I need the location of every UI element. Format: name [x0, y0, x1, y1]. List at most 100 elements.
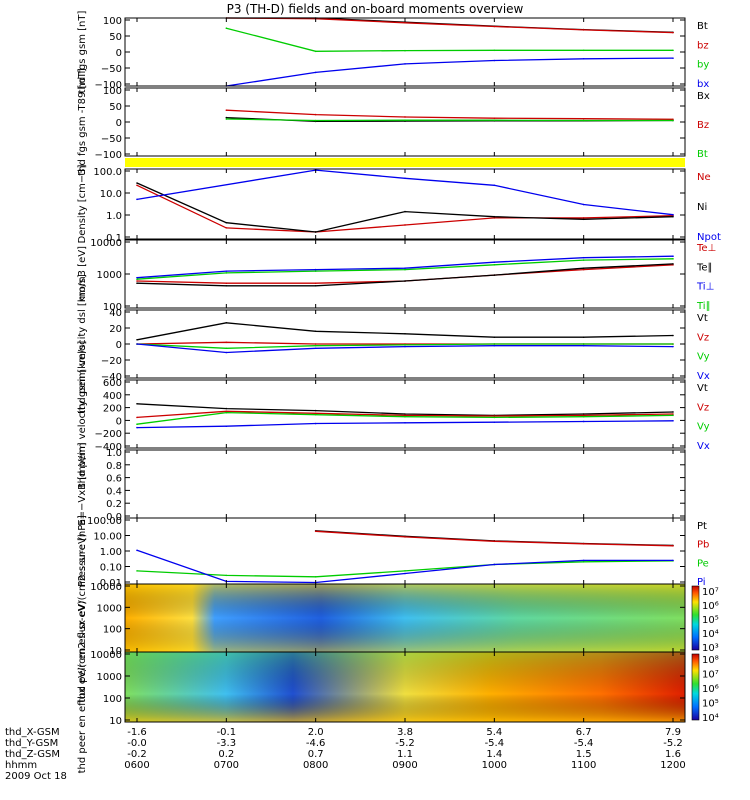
x-axis-value: 0900: [392, 760, 417, 771]
panel-frame: [124, 17, 686, 87]
data-point: [225, 282, 228, 284]
data-point: [493, 49, 496, 52]
data-point: [404, 49, 406, 52]
data-point: [582, 218, 585, 221]
data-point: [404, 414, 406, 417]
data-point: [225, 284, 228, 287]
y-tick-label: −200: [95, 429, 122, 440]
data-point: [225, 321, 228, 324]
data-point: [582, 420, 585, 423]
x-axis-value: 0.7: [308, 749, 324, 760]
legend-entry: Te⊥: [696, 243, 716, 254]
legend-entry: Vy: [697, 422, 710, 433]
legend-entry: bz: [697, 40, 709, 51]
data-point: [136, 280, 138, 282]
data-point: [404, 21, 406, 24]
data-point: [672, 343, 674, 345]
y-tick-label: 1.0: [106, 211, 122, 222]
legend-entry: Vt: [697, 383, 708, 394]
data-point: [314, 50, 317, 53]
data-point: [404, 536, 406, 538]
data-point: [582, 268, 585, 271]
y-tick-label: 10: [109, 716, 122, 727]
x-axis-row-label: thd_Y-GSM: [5, 738, 58, 749]
data-point: [582, 543, 585, 545]
data-point: [582, 413, 585, 415]
data-point: [582, 259, 585, 261]
y-tick-label: −400: [95, 442, 122, 453]
y-axis-label: mom3 [eV]: [77, 246, 88, 302]
x-axis-row-label: thd_X-GSM: [5, 727, 60, 738]
y-tick-label: 1.0: [106, 448, 122, 459]
panel-2: Bx Bz Bt 100 50 0 −50 −100 thd fgs gsm -T89 [nT]: [77, 68, 710, 176]
data-point: [225, 27, 228, 30]
x-axis-value: 6.7: [576, 727, 592, 738]
data-point: [672, 213, 674, 216]
y-tick-label: 1.00: [100, 547, 122, 558]
data-point: [314, 268, 317, 271]
colorbar-tick-label: 10⁴: [702, 713, 719, 724]
legend-entry: Vx: [697, 441, 710, 452]
x-axis-value: -0.1: [217, 727, 237, 738]
y-axis-label: thd peim velocity dsl [km/s]: [77, 274, 88, 414]
data-point: [404, 422, 406, 424]
colorbar-tick-label: 10³: [702, 643, 719, 654]
date-label: 2009 Oct 18: [5, 771, 67, 782]
x-axis-value: -4.6: [306, 738, 326, 749]
legend-entry: Pi: [697, 577, 706, 588]
x-axis-value: -5.2: [395, 738, 415, 749]
legend-entry: Pb: [697, 540, 709, 551]
data-point: [404, 268, 406, 271]
y-tick-label: 0.8: [106, 461, 122, 472]
data-point: [314, 344, 317, 347]
x-axis-value: 2.0: [308, 727, 324, 738]
data-point: [136, 282, 138, 284]
panel-7: 1.0 0.8 0.60.4 0.2 0.0 E=−VxB [mV/m]: [77, 442, 686, 526]
data-point: [582, 267, 585, 269]
data-point: [582, 343, 585, 345]
colorbar-tick-label: 10⁸: [702, 655, 719, 666]
y-tick-label: 10.00: [93, 532, 122, 543]
y-tick-label: 40: [109, 308, 122, 319]
legend-entry: Ti∥: [696, 301, 711, 312]
data-point: [493, 540, 496, 543]
series-line-bz: [226, 17, 674, 34]
panel-4: Te⊥ Te∥ Ti⊥ Ti∥ 10000 1000 100 mom3 [eV]: [77, 238, 716, 313]
series-line-Bt: [226, 118, 673, 122]
data-point: [672, 545, 674, 547]
panel-9: 10⁷ 10⁶ 10⁵ 10⁴ 10³ 10000 1000 100 10 thd peir en…: [77, 533, 719, 702]
y-tick-label: 200: [103, 404, 122, 415]
x-axis-value: -1.6: [127, 727, 147, 738]
data-point: [582, 561, 585, 563]
x-axis-value: 1.4: [486, 749, 502, 760]
data-point: [136, 403, 138, 405]
legend-entry: Vy: [697, 352, 710, 363]
panel-frame: [124, 168, 686, 240]
data-point: [225, 272, 228, 274]
series-line-Npot: [136, 169, 674, 216]
y-tick-label: 50: [109, 102, 122, 113]
data-point: [582, 58, 585, 60]
data-point: [404, 344, 406, 346]
panel-3: Ne Ni Npot 100.0 10.0 1.0 0.1 Density [cm−3]: [77, 164, 721, 244]
data-point: [136, 343, 138, 345]
legend-entry: by: [697, 60, 709, 71]
x-axis-value: 0800: [303, 760, 328, 771]
legend-entry: Npot: [697, 232, 721, 243]
y-tick-label: 0.6: [106, 474, 122, 485]
y-tick-label: 0.4: [106, 486, 122, 497]
data-point: [314, 270, 317, 272]
data-point: [314, 422, 317, 425]
data-point: [582, 49, 585, 52]
data-point: [225, 411, 228, 414]
data-point: [225, 118, 228, 120]
y-tick-label: 10: [109, 646, 122, 657]
data-point: [582, 344, 585, 347]
x-axis-value: 1000: [482, 760, 507, 771]
series-line-Vx: [136, 420, 674, 429]
x-axis-labels: thd_X-GSM -1.6 -0.1 2.0 3.8 5.4 6.7 7.9 thd_Y-GS…: [5, 727, 686, 782]
data-point: [404, 177, 406, 180]
y-axis-label: thd peim velocity gsm [km/s]: [77, 341, 88, 488]
data-point: [225, 574, 228, 577]
